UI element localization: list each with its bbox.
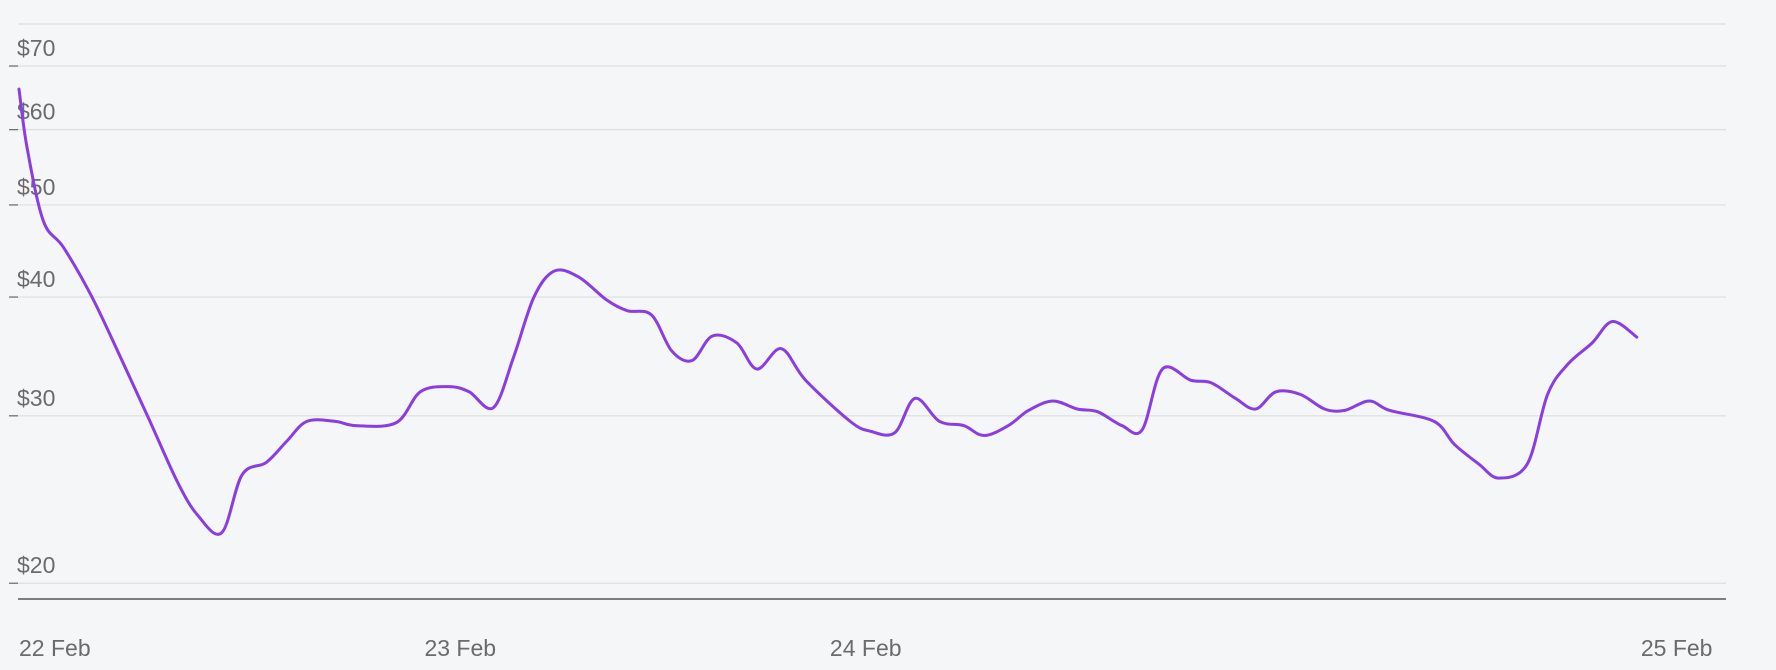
price-line (17, 87, 1639, 536)
y-tick-label: $40 (17, 266, 55, 292)
x-tick-label: 23 Feb (424, 635, 496, 661)
y-tick-label: $70 (17, 35, 55, 61)
y-tick-label: $30 (17, 385, 55, 411)
x-tick-label: 24 Feb (830, 635, 902, 661)
x-tick-label: 22 Feb (19, 635, 91, 661)
x-tick-label: 25 Feb (1641, 635, 1713, 661)
y-tick-label: $20 (17, 552, 55, 578)
